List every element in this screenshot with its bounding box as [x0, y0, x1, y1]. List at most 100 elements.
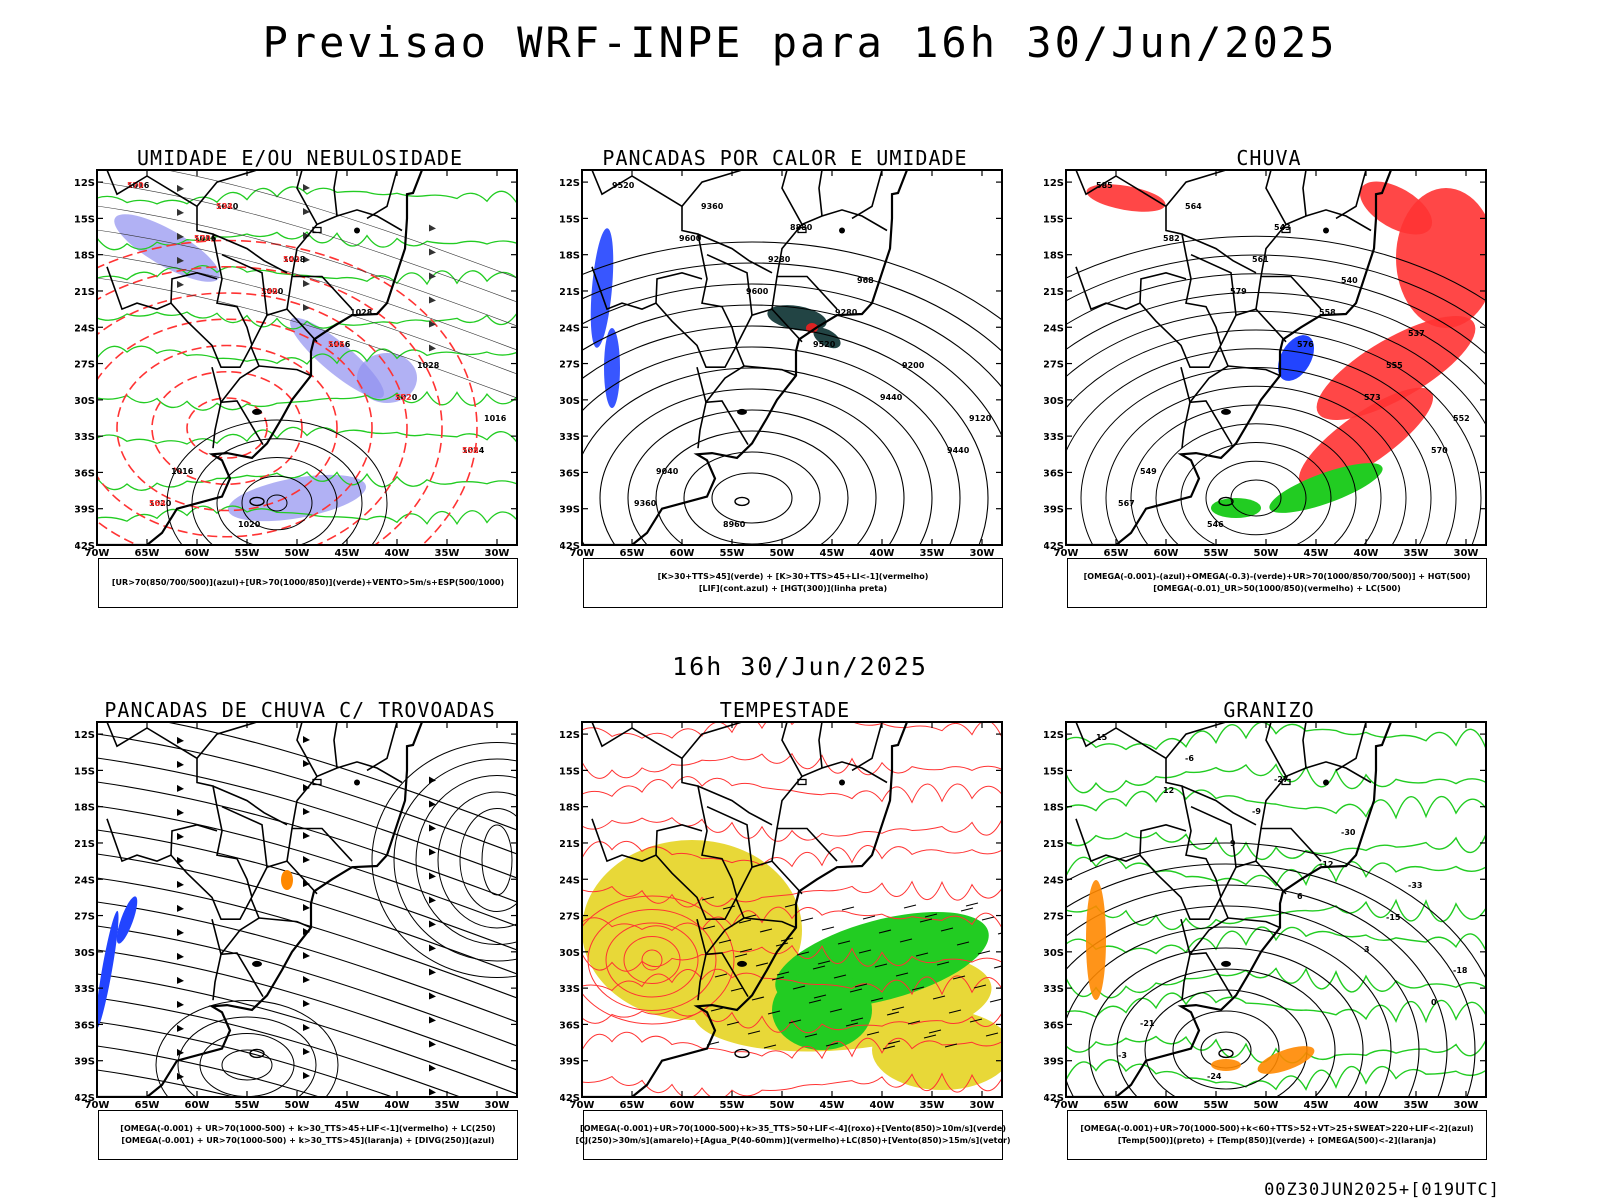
contour-label: 582 — [1163, 234, 1180, 243]
contour-label: 1016 — [484, 414, 507, 423]
lat-tick-label: 21S — [1044, 287, 1064, 298]
lat-tick-label: 12S — [560, 178, 580, 189]
lon-tick-label: 55W — [1204, 548, 1229, 559]
lon-tick-label: 30W — [485, 1100, 510, 1111]
contour-label: 1028 — [350, 308, 373, 317]
lat-tick-label: 39S — [75, 1057, 95, 1068]
contour-label: 1024 — [462, 446, 485, 455]
lon-tick-label: 30W — [970, 548, 995, 559]
panel-rain: CHUVA 585 582 579 576 573 570 567 564 561 558 555 55… — [1044, 146, 1494, 636]
legend-line: [OMEGA(-0.001)+UR>70(1000-500)+k>35_TTS>… — [580, 1124, 1006, 1133]
contour-label: 564 — [1185, 202, 1202, 211]
lon-tick-label: 65W — [620, 1100, 645, 1111]
contour-label: 558 — [462, 446, 479, 455]
lon-tick-label: 35W — [920, 548, 945, 559]
lon-tick-label: 55W — [720, 1100, 745, 1111]
lon-tick-label: 45W — [820, 548, 845, 559]
lon-tick-label: 40W — [870, 1100, 895, 1111]
lat-tick-label: 42S — [1044, 541, 1064, 552]
lon-tick-label: 50W — [285, 1100, 310, 1111]
contour-label: 9120 — [969, 414, 992, 423]
lat-tick-label: 36S — [560, 1020, 580, 1031]
lat-tick-label: 33S — [1044, 984, 1064, 995]
contour-label: 9040 — [656, 467, 679, 476]
contour-label: 1020 — [395, 393, 418, 402]
lat-tick-label: 27S — [1044, 912, 1064, 923]
lon-tick-label: 50W — [1254, 1100, 1279, 1111]
panel-title: PANCADAS DE CHUVA C/ TROVOADAS — [104, 698, 496, 722]
contour-label: 9440 — [947, 446, 970, 455]
contour-label: 579 — [1230, 287, 1247, 296]
lon-tick-label: 65W — [1104, 548, 1129, 559]
panel-legend: [OMEGA(-0.001)-(azul)+OMEGA(-0.3)-(verde… — [1067, 558, 1487, 608]
lat-tick-label: 33S — [560, 984, 580, 995]
lat-tick-label: 27S — [1044, 360, 1064, 371]
lat-tick-label: 30S — [560, 396, 580, 407]
lon-tick-label: 60W — [670, 1100, 695, 1111]
lat-tick-label: 42S — [1044, 1093, 1064, 1104]
contour-label: 1020 — [238, 520, 261, 529]
lon-tick-label: 35W — [435, 548, 460, 559]
lon-tick-label: 55W — [235, 548, 260, 559]
lon-tick-label: 60W — [670, 548, 695, 559]
lat-tick-label: 21S — [1044, 839, 1064, 850]
lon-tick-label: 55W — [1204, 1100, 1229, 1111]
contour-label: 570 — [1431, 446, 1448, 455]
contour-label: 1016 — [194, 234, 217, 243]
lon-tick-label: 30W — [1454, 1100, 1479, 1111]
lat-tick-label: 21S — [75, 839, 95, 850]
lat-tick-label: 36S — [75, 1020, 95, 1031]
contour-label: 534 — [216, 202, 233, 211]
contour-label: 1016 — [328, 340, 351, 349]
lon-tick-label: 55W — [235, 1100, 260, 1111]
lon-tick-label: 50W — [770, 548, 795, 559]
lon-tick-label: 45W — [335, 1100, 360, 1111]
lon-tick-label: 50W — [770, 1100, 795, 1111]
lat-tick-label: 27S — [75, 360, 95, 371]
contour-label: -12 — [1319, 860, 1333, 869]
lon-tick-label: 70W — [85, 1100, 110, 1111]
lon-tick-label: 65W — [135, 1100, 160, 1111]
contour-label: 546 — [328, 340, 345, 349]
lat-tick-label: 24S — [75, 323, 95, 334]
lat-tick-label: 15S — [560, 214, 580, 225]
lat-tick-label: 36S — [1044, 468, 1064, 479]
lat-tick-label: 39S — [560, 1057, 580, 1068]
lat-tick-label: 30S — [1044, 396, 1064, 407]
lat-tick-label: 15S — [75, 214, 95, 225]
panel-storm: TEMPESTADE 12S 15S 18S 21S 24S 27S 30S 33S 36S 39S… — [560, 698, 1011, 1188]
lon-tick-label: 65W — [620, 548, 645, 559]
contour-label: 540 — [261, 287, 278, 296]
lat-tick-label: 15S — [1044, 214, 1064, 225]
contour-label: 9600 — [746, 287, 769, 296]
lon-tick-label: 45W — [1304, 548, 1329, 559]
lat-tick-label: 27S — [75, 912, 95, 923]
run-time-label: 00Z30JUN2025+[019UTC] — [1264, 1180, 1500, 1200]
lon-tick-label: 40W — [1354, 548, 1379, 559]
panel-title: CHUVA — [1236, 146, 1302, 170]
lat-tick-label: 15S — [1044, 766, 1064, 777]
legend-line: [K>30+TTS>45](verde) + [K>30+TTS>45+LI<-… — [657, 572, 929, 581]
contour-label: 12 — [1163, 786, 1174, 795]
lat-tick-label: 33S — [560, 432, 580, 443]
contour-label: 9440 — [880, 393, 903, 402]
page-title: Previsao WRF-INPE para 16h 30/Jun/2025 — [262, 18, 1338, 67]
lat-tick-label: 24S — [560, 323, 580, 334]
lat-tick-label: 30S — [560, 948, 580, 959]
contour-label: 6 — [1297, 892, 1303, 901]
lon-tick-label: 40W — [385, 548, 410, 559]
contour-label: 540 — [283, 255, 300, 264]
lon-tick-label: 60W — [185, 548, 210, 559]
lat-tick-label: 33S — [1044, 432, 1064, 443]
lat-tick-label: 21S — [560, 287, 580, 298]
contour-label: 558 — [1319, 308, 1336, 317]
lat-tick-label: 15S — [75, 766, 95, 777]
panel-title: PANCADAS POR CALOR E UMIDADE — [602, 146, 968, 170]
lon-tick-label: 35W — [435, 1100, 460, 1111]
panel-legend: [OMEGA(-0.001)+UR>70(1000-500)+k<60+TTS>… — [1067, 1110, 1487, 1160]
lon-tick-label: 35W — [1404, 1100, 1429, 1111]
lon-tick-label: 65W — [1104, 1100, 1129, 1111]
lon-tick-label: 70W — [570, 1100, 595, 1111]
panel-hail: GRANIZO 15 12 9 6 3 0 -3 -6 -9 -12 -15 -18 -21 -24 -27-… — [1044, 698, 1494, 1188]
